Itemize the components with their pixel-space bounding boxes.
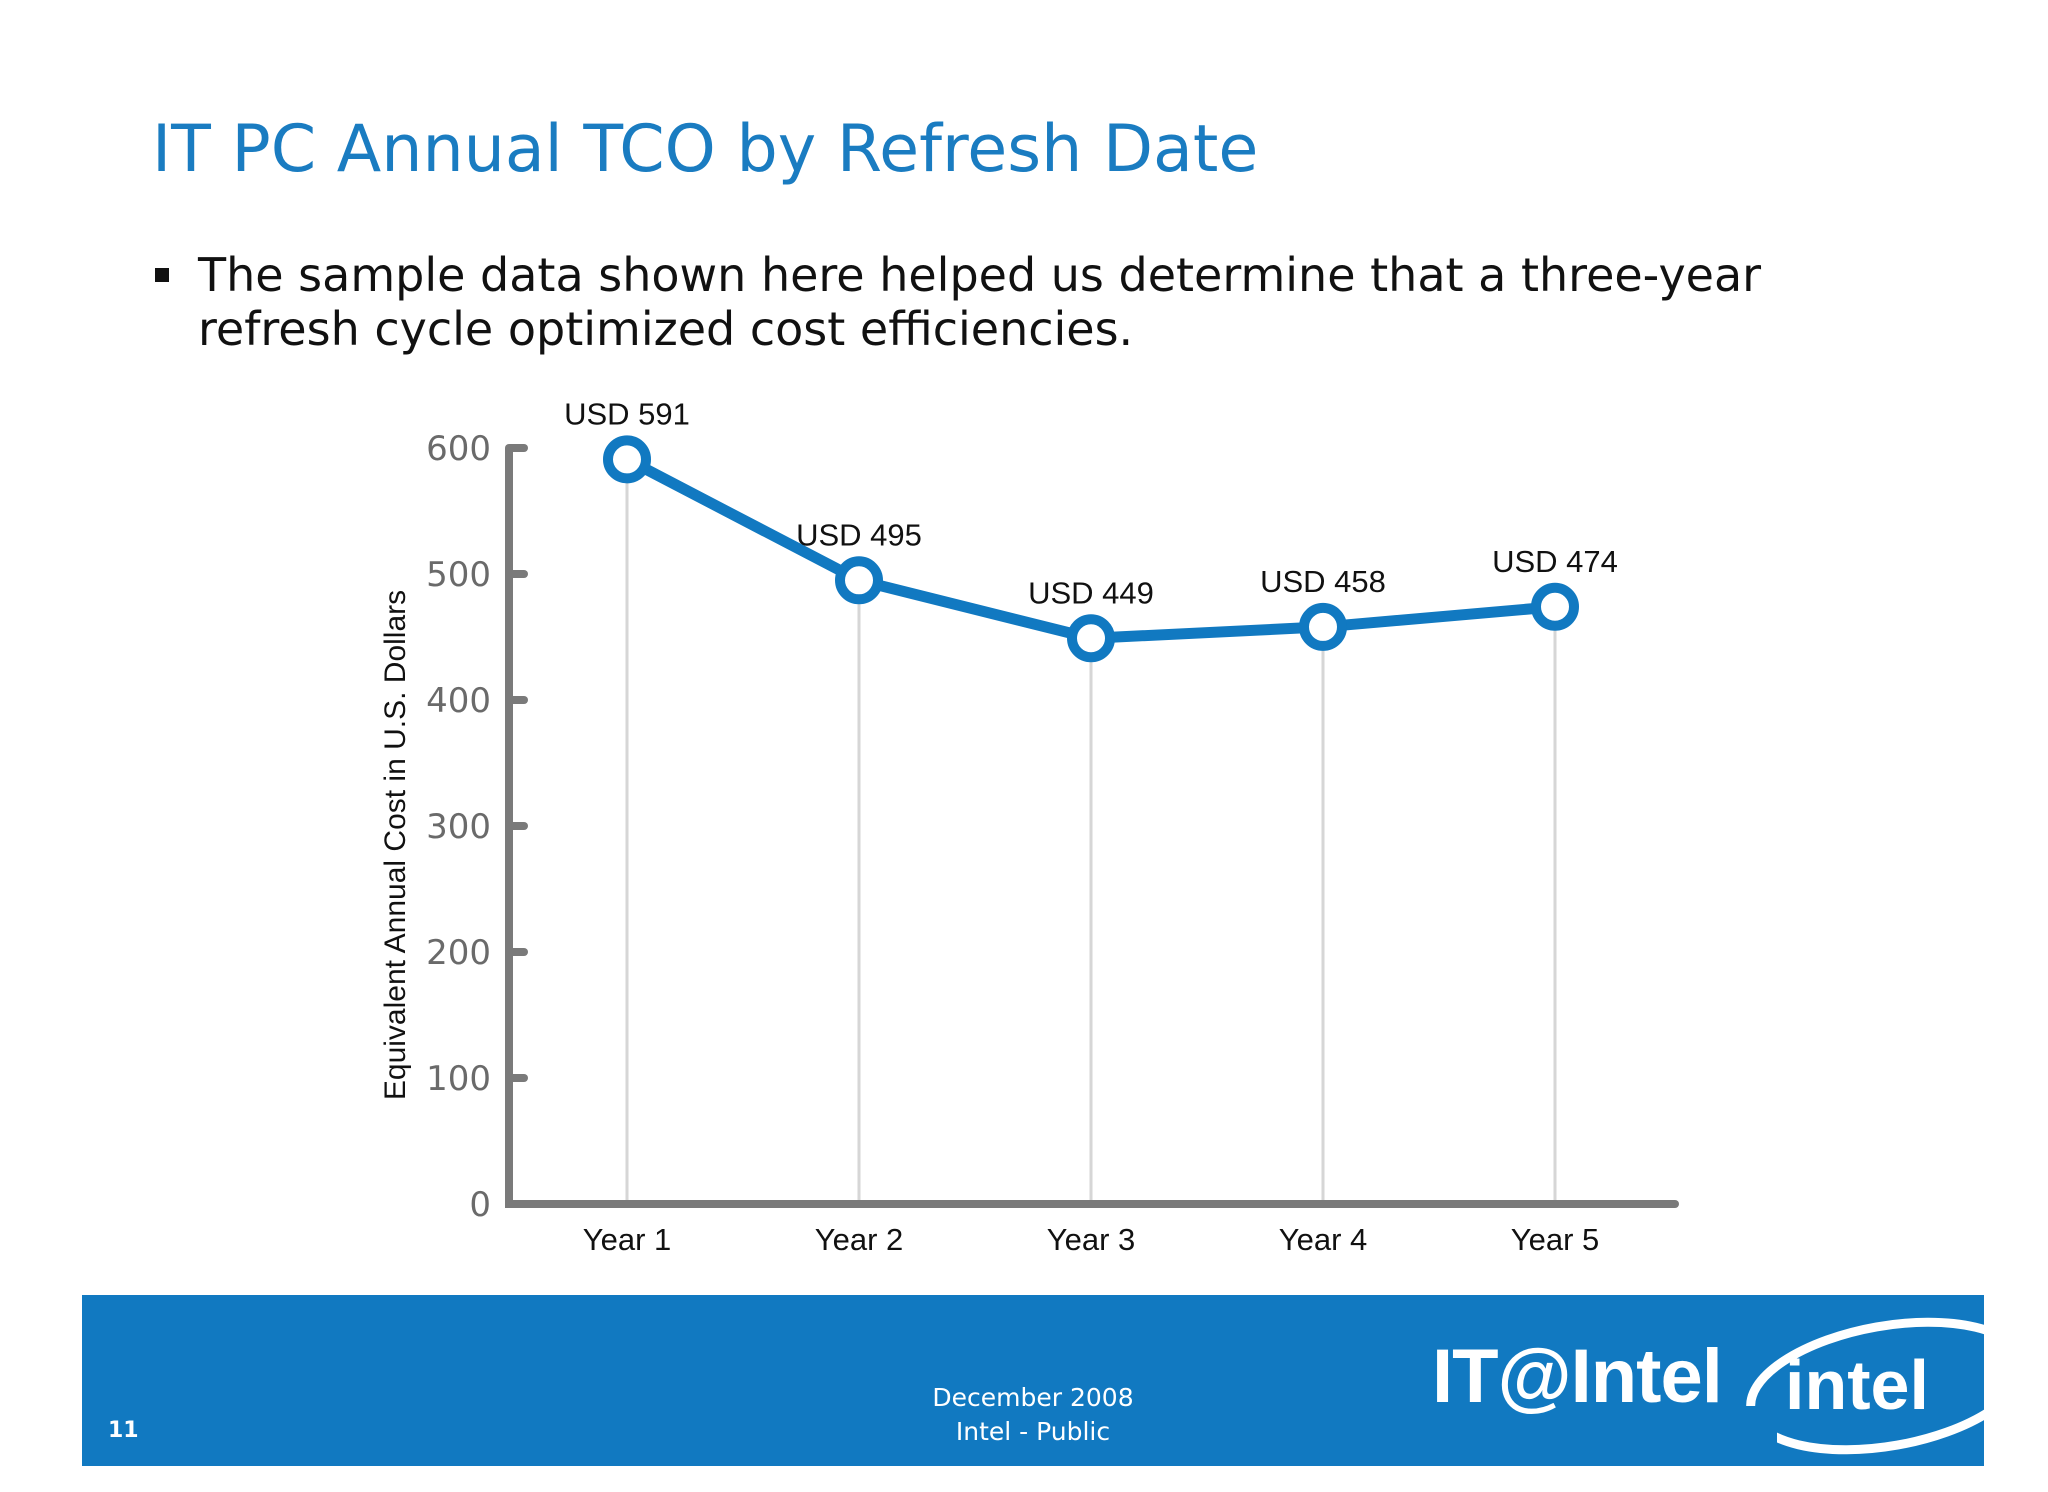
y-tick-label: 400	[426, 681, 491, 721]
data-label: USD 474	[1492, 544, 1618, 579]
x-tick-label: Year 1	[583, 1222, 672, 1257]
y-tick-label: 100	[426, 1059, 491, 1099]
label-layer: USD 591 USD 495 USD 449 USD 458 USD 474	[564, 396, 1618, 610]
y-tick-label: 500	[426, 555, 491, 595]
intel-logo: intel	[1737, 1317, 2028, 1455]
data-point	[835, 556, 883, 605]
data-label: USD 449	[1028, 575, 1154, 610]
y-tick-label: 300	[426, 807, 491, 847]
bullet-marker	[155, 268, 169, 282]
x-tick-label: Year 4	[1279, 1222, 1368, 1257]
x-tick-label: Year 2	[815, 1222, 904, 1257]
data-point	[1067, 614, 1115, 663]
series-layer	[603, 435, 1579, 663]
grid-layer	[625, 459, 1557, 1204]
data-label: USD 458	[1260, 564, 1386, 599]
data-point	[603, 435, 651, 484]
bullet-text: The sample data shown here helped us det…	[198, 248, 1762, 356]
data-label: USD 495	[796, 517, 922, 552]
footer-bar: 11 December 2008 Intel - Public IT@Intel…	[82, 1295, 2028, 1466]
it-at-intel-logo: IT@Intel	[1432, 1334, 1723, 1419]
y-tick-label: 600	[426, 429, 491, 469]
x-tick-label: Year 5	[1511, 1222, 1600, 1257]
data-point	[1531, 582, 1579, 631]
series-line	[624, 454, 1556, 644]
footer-classification: Intel - Public	[955, 1417, 1111, 1446]
y-tick-label: 200	[426, 933, 491, 973]
slide-title: IT PC Annual TCO by Refresh Date	[152, 112, 1259, 187]
y-axis-title: Equivalent Annual Cost in U.S. Dollars	[379, 590, 412, 1100]
data-point	[1299, 602, 1347, 651]
page-number: 11	[108, 1418, 139, 1443]
line-chart: 0 100 200 300 400 500 600 Equivalent Annual Cos…	[379, 396, 1679, 1257]
intel-logo-text: intel	[1785, 1346, 1929, 1424]
x-tick-label: Year 3	[1047, 1222, 1136, 1257]
y-tick-label: 0	[469, 1185, 491, 1225]
footer-date: December 2008	[932, 1383, 1134, 1412]
axis-layer: 0 100 200 300 400 500 600 Equivalent Annual Cos…	[379, 429, 1679, 1257]
data-label: USD 591	[564, 396, 690, 431]
